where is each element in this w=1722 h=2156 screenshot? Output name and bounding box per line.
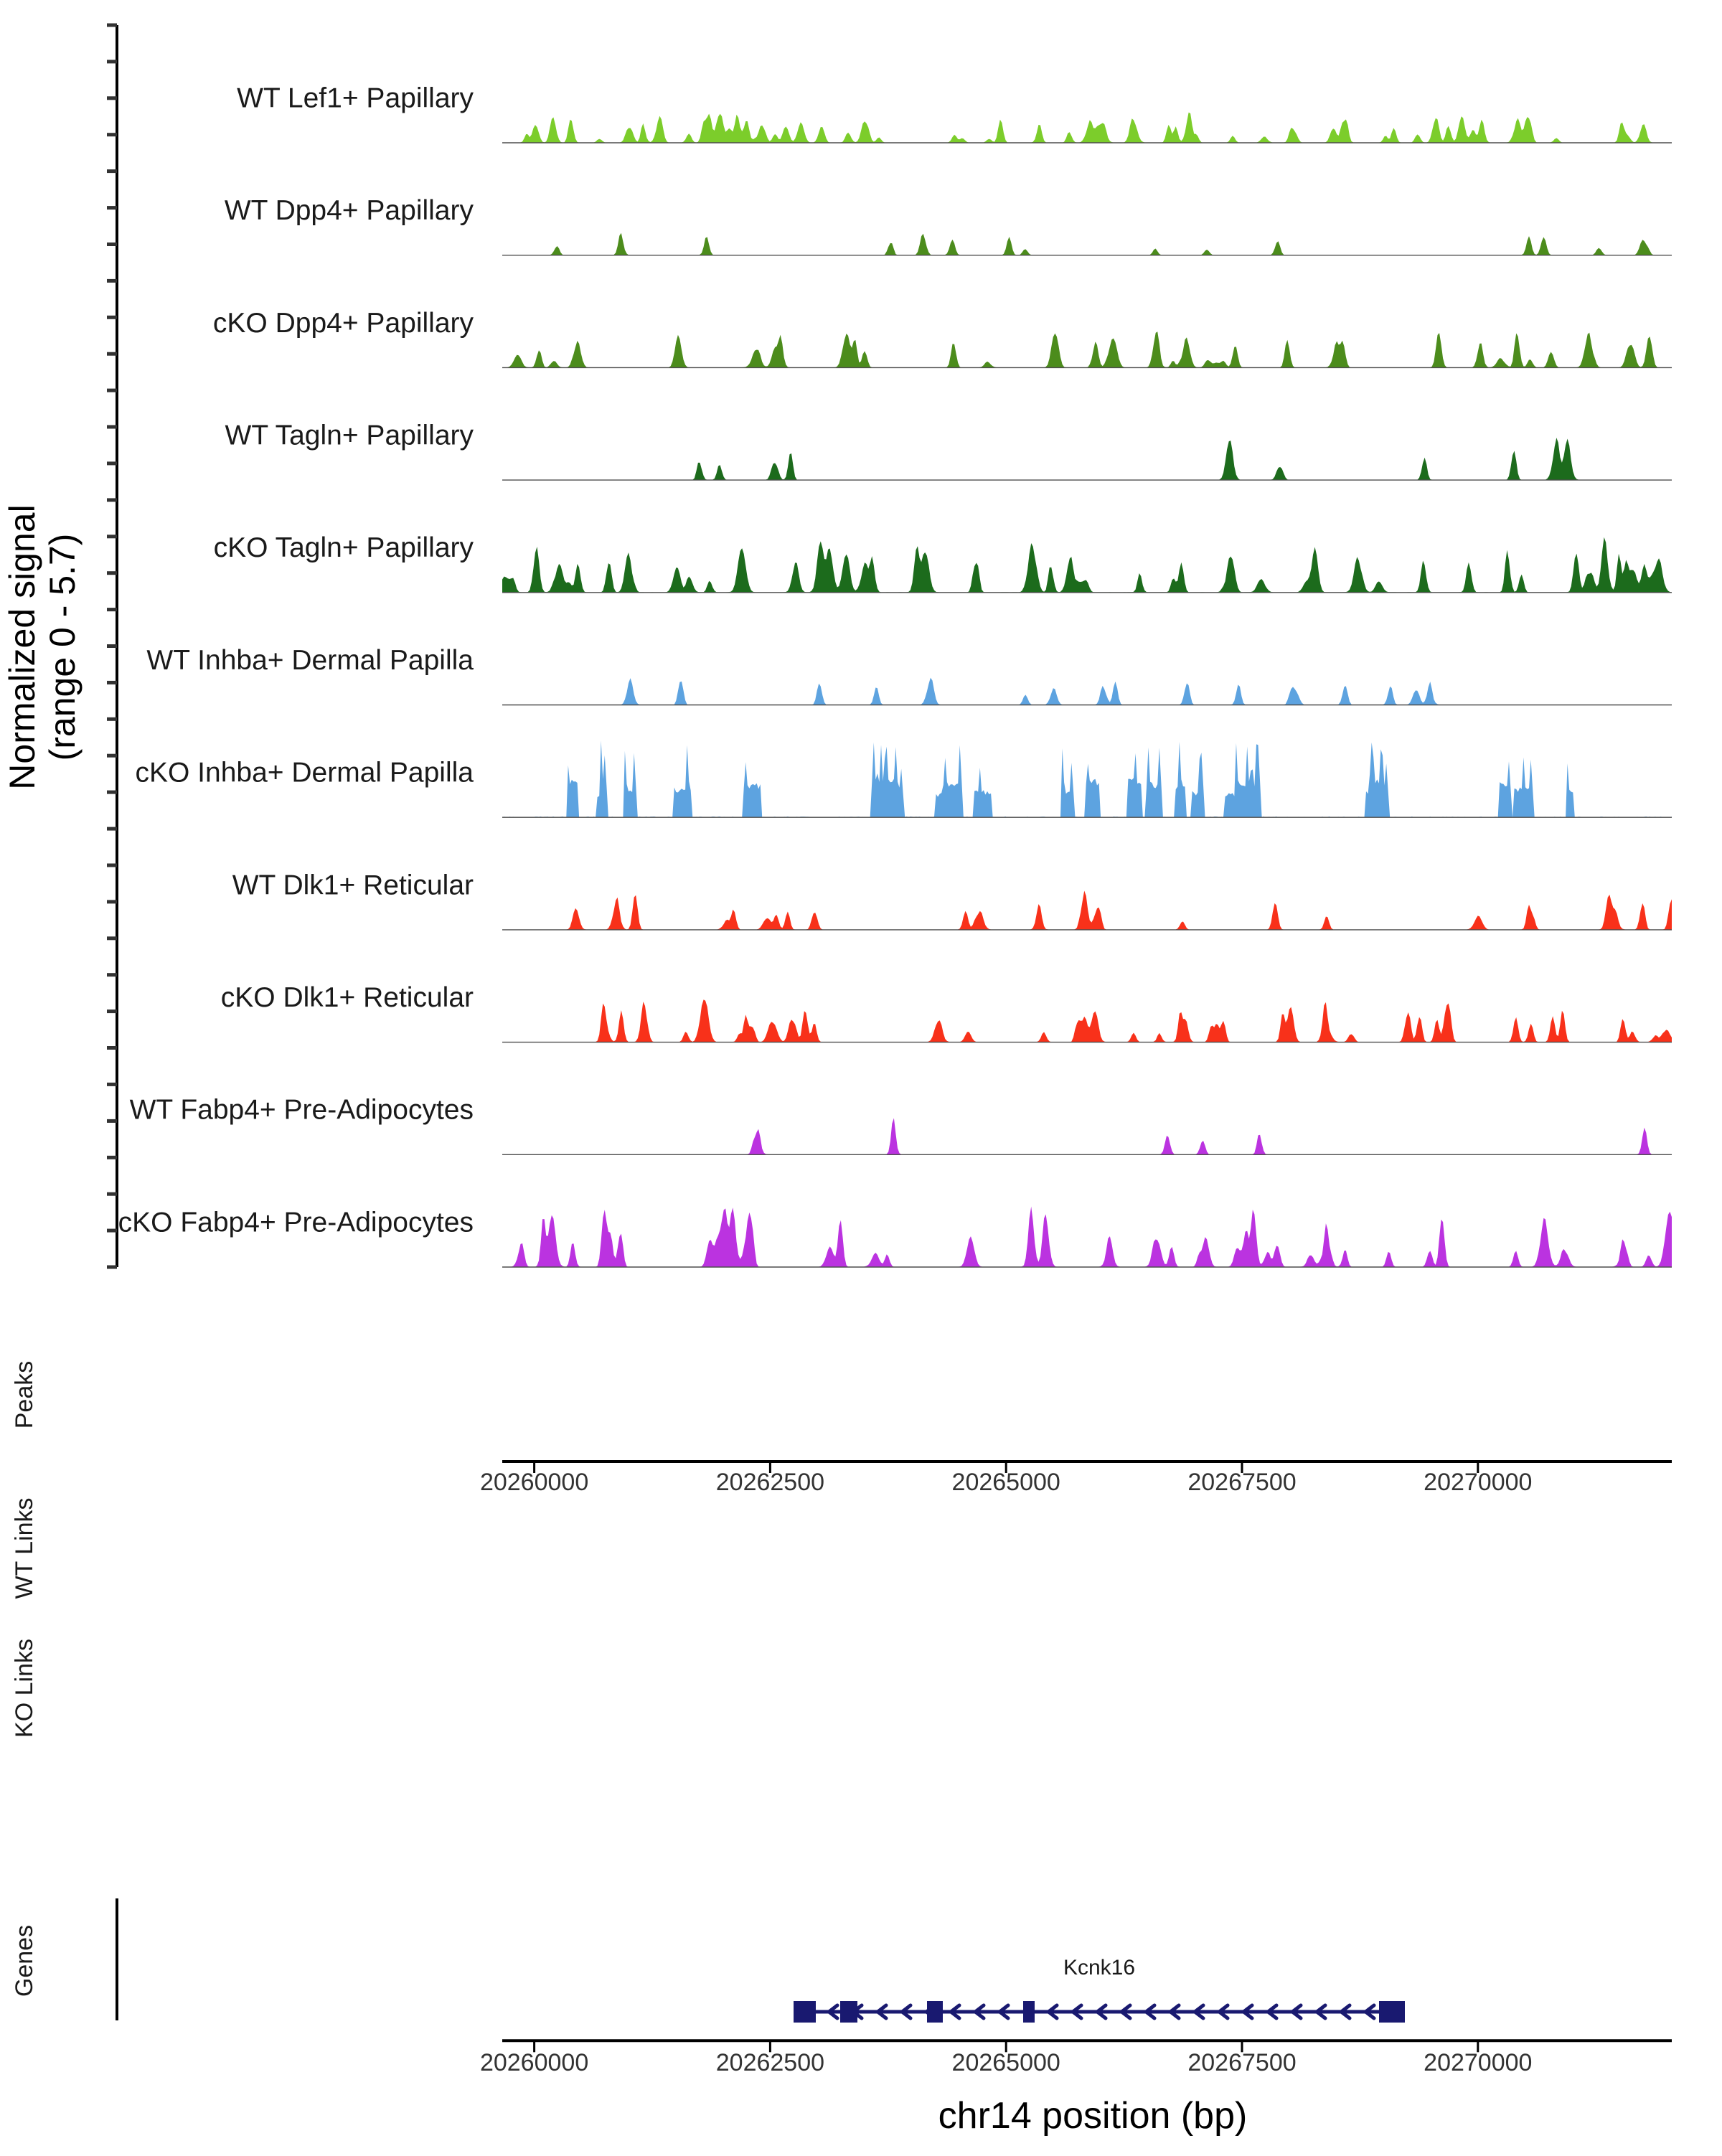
svg-text:WT Lef1+ Papillary: WT Lef1+ Papillary <box>237 83 474 113</box>
svg-text:(range 0 - 5.7): (range 0 - 5.7) <box>42 534 83 761</box>
svg-text:WT Dpp4+ Papillary: WT Dpp4+ Papillary <box>225 195 474 226</box>
svg-text:cKO Fabp4+ Pre-Adipocytes: cKO Fabp4+ Pre-Adipocytes <box>118 1207 474 1238</box>
svg-text:Peaks: Peaks <box>11 1361 38 1429</box>
svg-text:Normalized signal: Normalized signal <box>2 504 42 789</box>
svg-text:WT Tagln+ Papillary: WT Tagln+ Papillary <box>225 420 474 451</box>
svg-text:20270000: 20270000 <box>1424 1469 1532 1496</box>
svg-text:20260000: 20260000 <box>480 2049 588 2076</box>
svg-text:20265000: 20265000 <box>952 1469 1060 1496</box>
svg-text:20270000: 20270000 <box>1424 2049 1532 2076</box>
svg-text:cKO Dpp4+ Papillary: cKO Dpp4+ Papillary <box>213 308 474 339</box>
svg-text:Genes: Genes <box>11 1925 38 1997</box>
svg-text:KO Links: KO Links <box>11 1639 38 1738</box>
svg-text:cKO Dlk1+ Reticular: cKO Dlk1+ Reticular <box>221 982 474 1013</box>
svg-text:20262500: 20262500 <box>716 1469 824 1496</box>
svg-text:WT Dlk1+ Reticular: WT Dlk1+ Reticular <box>232 870 474 900</box>
svg-text:WT Fabp4+ Pre-Adipocytes: WT Fabp4+ Pre-Adipocytes <box>130 1095 474 1126</box>
svg-text:Kcnk16: Kcnk16 <box>1063 1956 1135 1980</box>
svg-text:WT Inhba+ Dermal Papilla: WT Inhba+ Dermal Papilla <box>146 645 474 676</box>
svg-text:cKO Tagln+ Papillary: cKO Tagln+ Papillary <box>214 532 474 563</box>
svg-text:20267500: 20267500 <box>1187 2049 1296 2076</box>
svg-text:WT Links: WT Links <box>11 1497 38 1599</box>
svg-text:20265000: 20265000 <box>952 2049 1060 2076</box>
svg-text:20267500: 20267500 <box>1187 1469 1296 1496</box>
svg-text:chr14 position (bp): chr14 position (bp) <box>938 2095 1248 2137</box>
svg-text:20262500: 20262500 <box>716 2049 824 2076</box>
svg-text:20260000: 20260000 <box>480 1469 588 1496</box>
svg-text:cKO Inhba+ Dermal Papilla: cKO Inhba+ Dermal Papilla <box>136 758 474 789</box>
